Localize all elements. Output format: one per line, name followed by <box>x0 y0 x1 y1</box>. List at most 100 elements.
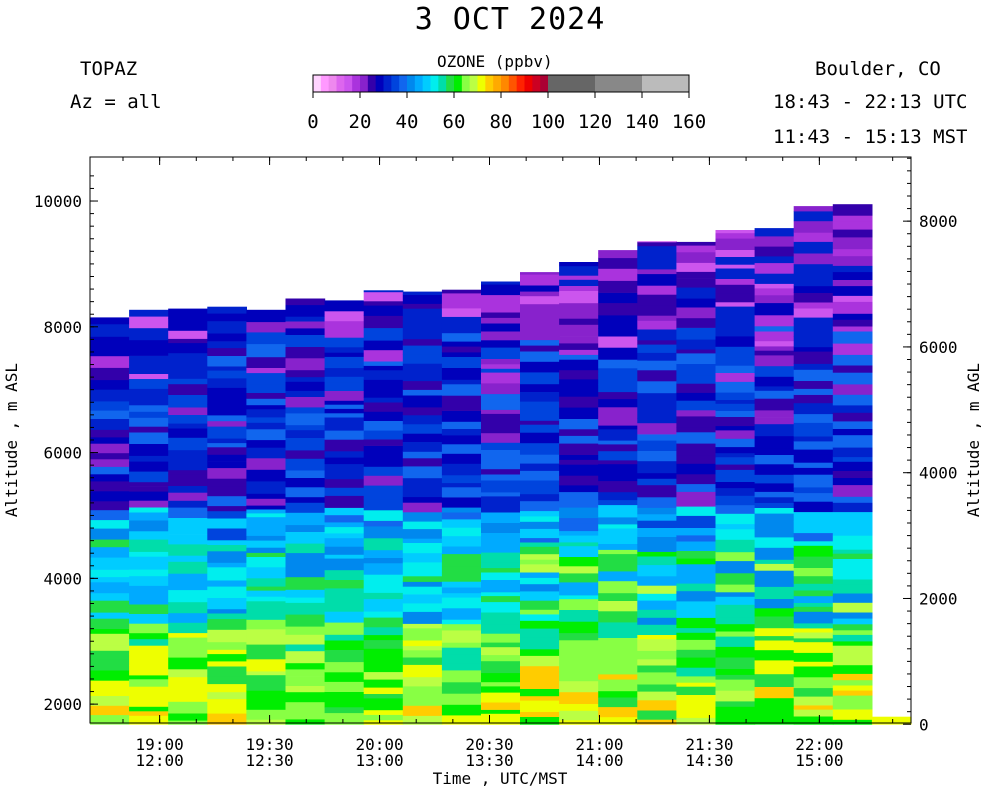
heatmap-cell <box>520 424 560 433</box>
heatmap-cell <box>520 272 560 275</box>
colorbar-swatch <box>328 75 337 92</box>
heatmap-cell <box>402 693 443 706</box>
heatmap-cell <box>402 496 443 503</box>
heatmap-cell <box>441 474 482 484</box>
heatmap-cell <box>598 440 638 445</box>
heatmap-cell <box>715 523 756 530</box>
heatmap-cell <box>832 645 873 655</box>
heatmap-cell <box>441 670 482 683</box>
heatmap-cell <box>441 519 482 528</box>
heatmap-cell <box>832 549 873 554</box>
heatmap-cell <box>246 566 287 579</box>
heatmap-cell <box>363 598 404 612</box>
heatmap-cell <box>363 457 404 467</box>
heatmap-cell <box>168 361 208 372</box>
heatmap-cell <box>832 502 873 513</box>
heatmap-cell <box>598 553 638 559</box>
heatmap-cell <box>559 418 599 426</box>
heatmap-cell <box>363 305 404 316</box>
heatmap-cell <box>520 372 560 385</box>
heatmap-cell <box>324 463 365 474</box>
heatmap-cell <box>598 257 638 269</box>
heatmap-cell <box>90 481 130 492</box>
heatmap-cell <box>285 458 326 471</box>
heatmap-cell <box>285 357 326 371</box>
heatmap-cell <box>676 363 717 376</box>
heatmap-cell <box>715 481 756 489</box>
heatmap-cell <box>441 316 482 330</box>
heatmap-cell <box>520 515 560 522</box>
heatmap-cell <box>832 229 873 238</box>
heatmap-cell <box>90 389 130 398</box>
heatmap-cell <box>129 654 169 666</box>
heatmap-cell <box>793 449 834 455</box>
colorbar-tick-label: 100 <box>531 111 565 133</box>
x-tick-label-utc: 20:30 <box>465 735 513 754</box>
heatmap-cell <box>402 649 443 658</box>
heatmap-cell <box>246 392 287 399</box>
heatmap-cell <box>715 631 756 637</box>
heatmap-cell <box>559 290 599 304</box>
heatmap-cell <box>481 284 521 289</box>
heatmap-cell <box>246 439 287 448</box>
x-tick-label-mst: 14:00 <box>575 751 623 770</box>
heatmap-cell <box>402 645 443 651</box>
heatmap-cell <box>481 672 521 683</box>
heatmap-cell <box>715 690 756 696</box>
heatmap-cell <box>754 708 795 716</box>
heatmap-cell <box>363 402 404 408</box>
heatmap-cell <box>715 232 756 239</box>
heatmap-cell <box>285 626 326 635</box>
heatmap-cell <box>598 543 638 550</box>
heatmap-cell <box>676 307 717 319</box>
heatmap-cell <box>676 535 717 542</box>
heatmap-cell <box>520 553 560 560</box>
heatmap-cell <box>520 583 560 592</box>
heatmap-cell <box>402 323 443 328</box>
heatmap-cell <box>559 542 599 547</box>
heatmap-cell <box>246 690 287 702</box>
colorbar-tick-label: 120 <box>578 111 612 133</box>
heatmap-cell <box>129 339 169 350</box>
heatmap-cell <box>481 522 521 533</box>
x-tick-label-mst: 13:00 <box>355 751 403 770</box>
heatmap-cell <box>481 595 521 603</box>
heatmap-cell <box>715 623 756 632</box>
heatmap-cell <box>715 616 756 625</box>
heatmap-cell <box>481 540 521 553</box>
colorbar-swatch <box>516 75 525 92</box>
heatmap-cell <box>754 295 795 304</box>
heatmap-cell <box>754 350 795 356</box>
heatmap-cell <box>363 420 404 431</box>
heatmap-cell <box>559 609 599 622</box>
heatmap-cell <box>402 594 443 604</box>
heatmap-cell <box>676 506 717 516</box>
heatmap-cell <box>324 376 365 383</box>
heatmap-cell <box>441 352 482 357</box>
heatmap-cell <box>637 285 677 295</box>
heatmap-cell <box>715 495 756 506</box>
heatmap-cell <box>598 523 638 529</box>
heatmap-cell <box>754 435 795 449</box>
heatmap-cell <box>793 545 834 557</box>
heatmap-cell <box>559 598 599 610</box>
heatmap-cell <box>90 528 130 540</box>
heatmap-cell <box>168 445 208 451</box>
heatmap-cell <box>402 528 443 539</box>
heatmap-cell <box>832 579 873 585</box>
heatmap-cell <box>520 329 560 341</box>
heatmap-cell <box>285 376 326 382</box>
heatmap-cell <box>559 464 599 476</box>
heatmap-cell <box>598 580 638 594</box>
heatmap-cell <box>441 597 482 609</box>
heatmap-cell <box>324 367 365 373</box>
heatmap-cell <box>324 439 365 452</box>
heatmap-cell <box>637 315 677 321</box>
heatmap-cell <box>832 685 873 691</box>
heatmap-cell <box>481 512 521 523</box>
y-right-tick-label: 0 <box>919 715 929 734</box>
heatmap-cell <box>363 579 404 588</box>
heatmap-cell <box>90 650 130 660</box>
heatmap-cell <box>129 530 169 540</box>
heatmap-cell <box>520 614 560 621</box>
